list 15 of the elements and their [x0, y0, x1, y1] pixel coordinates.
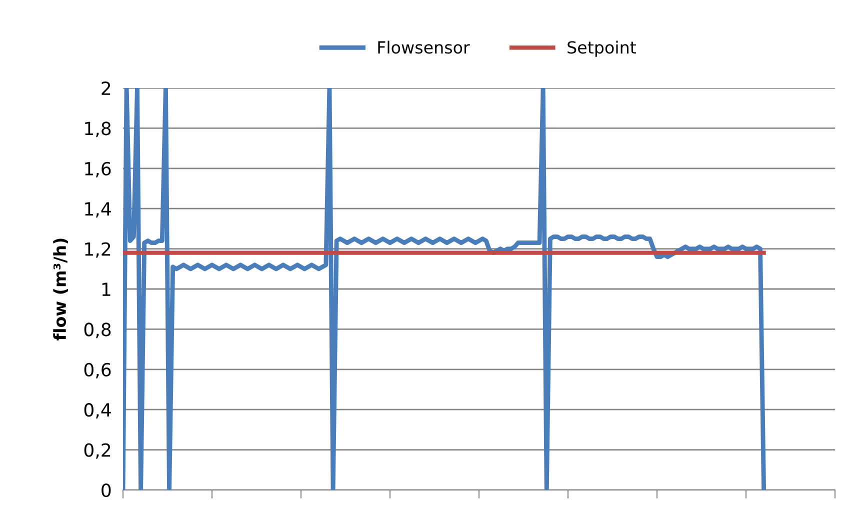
y-tick-label: 1,2 — [85, 242, 110, 258]
y-tick-label: 0,4 — [84, 403, 111, 419]
y-tick-label: 2 — [102, 81, 110, 95]
legend-label: Setpoint — [568, 40, 636, 57]
y-tick-label: 0 — [102, 483, 111, 498]
line-series — [123, 88, 766, 490]
y-tick-label: 1 — [102, 282, 110, 296]
y-tick-label: 1,6 — [85, 162, 111, 178]
y-tick-label: 1,4 — [85, 202, 111, 218]
legend-label: Flowsensor — [378, 40, 470, 54]
y-tick-label: 0,6 — [84, 362, 111, 378]
y-tick-label: 0,2 — [84, 443, 110, 459]
y-tick-label: 0,8 — [84, 322, 111, 338]
y-axis-title: flow (m³/h) — [53, 238, 68, 340]
y-tick-label: 1,8 — [85, 122, 111, 138]
